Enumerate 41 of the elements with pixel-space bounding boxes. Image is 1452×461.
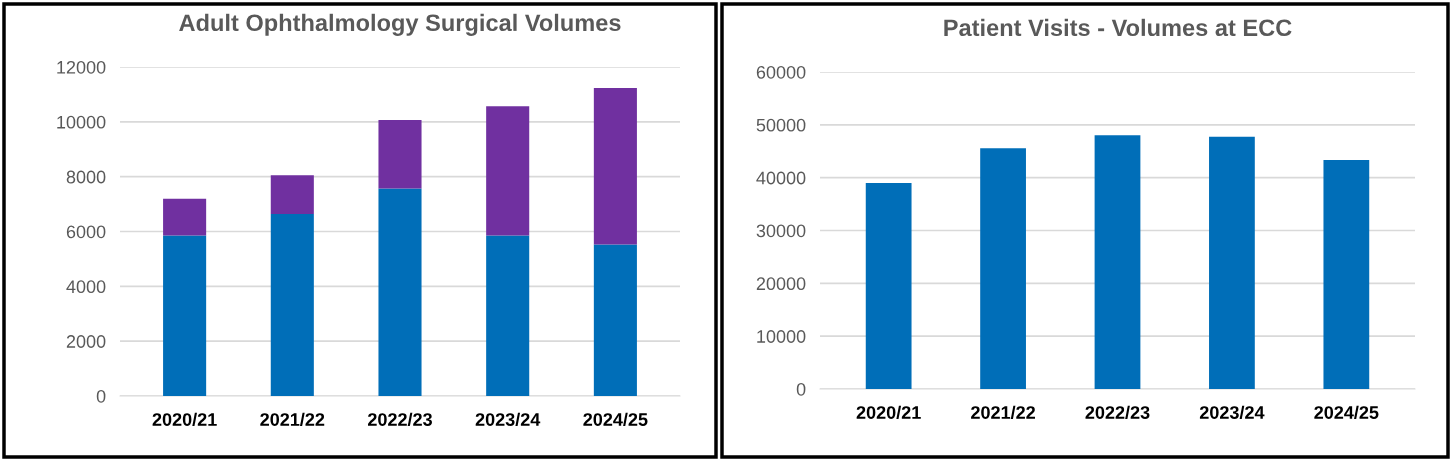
- bar: [163, 198, 207, 236]
- bar: [593, 244, 637, 396]
- bar: [270, 175, 314, 214]
- bar: [378, 188, 422, 396]
- x-tick-label: 2020/21: [152, 412, 217, 427]
- y-tick-label: 2000: [66, 335, 106, 348]
- x-tick-label: 2023/24: [1199, 405, 1265, 420]
- x-tick-label: 2023/24: [475, 412, 541, 427]
- bar: [980, 148, 1026, 389]
- y-tick-label: 0: [96, 389, 106, 403]
- y-tick-label: 40000: [756, 171, 806, 185]
- y-tick-label: 20000: [756, 277, 806, 291]
- bar: [486, 106, 530, 236]
- bar: [163, 235, 207, 396]
- y-tick-label: 12000: [57, 60, 106, 74]
- bar: [593, 88, 637, 245]
- x-tick-label: 2020/21: [856, 405, 921, 420]
- y-tick-label: 10000: [757, 330, 806, 343]
- y-tick-label: 50000: [756, 118, 806, 132]
- bar: [865, 182, 912, 389]
- y-tick-label: 0: [796, 382, 806, 396]
- bar: [1323, 159, 1370, 389]
- y-tick-label: 30000: [756, 224, 806, 238]
- bar: [1094, 135, 1141, 389]
- bar: [270, 213, 314, 396]
- x-tick-label: 2024/25: [583, 412, 648, 427]
- y-tick-label: 4000: [66, 280, 106, 294]
- x-tick-label: 2024/25: [1314, 405, 1379, 420]
- y-tick-label: 60000: [756, 65, 806, 79]
- bar: [486, 235, 530, 396]
- y-tick-label: 6000: [66, 225, 106, 239]
- x-tick-label: 2021/22: [971, 405, 1035, 420]
- x-tick-label: 2021/22: [260, 412, 325, 427]
- chart-title: Patient Visits - Volumes at ECC: [944, 18, 1292, 37]
- y-tick-label: 8000: [66, 170, 106, 184]
- x-tick-label: 2022/23: [1085, 405, 1150, 420]
- chart-title: Adult Ophthalmology Surgical Volumes: [179, 13, 621, 36]
- bar: [1209, 136, 1255, 389]
- y-tick-label: 10000: [57, 115, 106, 129]
- x-tick-label: 2022/23: [368, 412, 432, 427]
- bar: [378, 119, 422, 189]
